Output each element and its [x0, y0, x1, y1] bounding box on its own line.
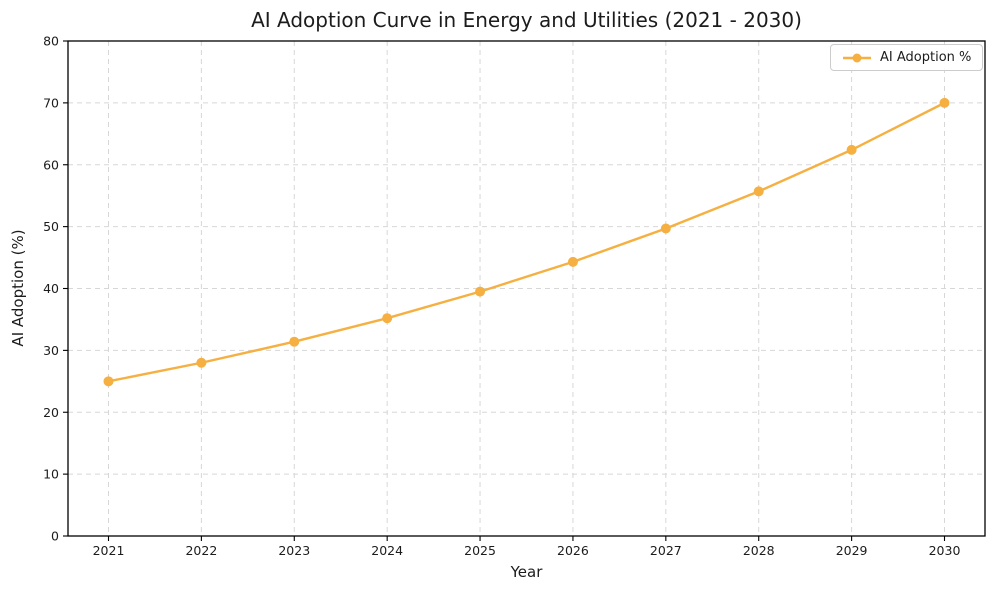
y-tick-label: 70: [43, 95, 59, 110]
y-tick-label: 80: [43, 34, 59, 49]
y-tick-label: 60: [43, 157, 59, 172]
x-tick-label: 2029: [836, 543, 868, 558]
data-point-marker: [939, 97, 950, 108]
x-tick-label: 2023: [278, 543, 310, 558]
adoption-line: [107, 101, 946, 383]
x-tick-label: 2027: [650, 543, 682, 558]
data-point-marker: [196, 357, 207, 368]
legend: AI Adoption %: [830, 44, 984, 71]
data-point-marker: [567, 256, 578, 267]
y-tick-label: 40: [43, 281, 59, 296]
x-tick-label: 2025: [464, 543, 496, 558]
data-point-marker: [753, 186, 764, 197]
x-axis-label: Year: [510, 563, 543, 581]
x-tick-label: 2024: [371, 543, 403, 558]
y-axis-label: AI Adoption (%): [9, 229, 27, 347]
legend-line-marker-icon: [843, 53, 871, 62]
x-tick-label: 2030: [929, 543, 961, 558]
data-point-marker: [382, 313, 393, 324]
data-point-marker: [660, 223, 671, 234]
y-tick-label: 10: [43, 467, 59, 482]
data-point-marker: [475, 286, 486, 297]
y-tick-label: 50: [43, 219, 59, 234]
data-point-marker: [103, 376, 114, 387]
plot-frame: [67, 40, 986, 537]
x-tick-label: 2028: [743, 543, 775, 558]
data-point-marker: [846, 144, 857, 155]
x-tick-label: 2021: [93, 543, 125, 558]
x-tick-label: 2022: [185, 543, 217, 558]
data-point-marker: [289, 336, 300, 347]
y-tick-label: 0: [51, 529, 59, 544]
y-tick-label: 20: [43, 405, 59, 420]
y-tick-label: 30: [43, 343, 59, 358]
legend-label: AI Adoption %: [880, 50, 972, 65]
x-tick-label: 2026: [557, 543, 589, 558]
chart-title: AI Adoption Curve in Energy and Utilitie…: [251, 8, 802, 32]
